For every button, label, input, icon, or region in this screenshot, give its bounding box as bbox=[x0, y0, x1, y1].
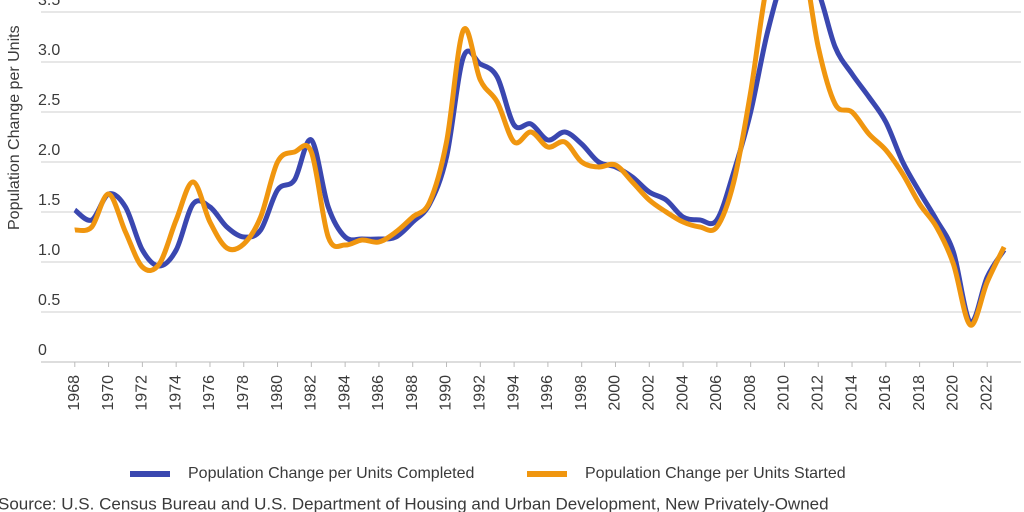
legend-label: Population Change per Units Completed bbox=[188, 465, 474, 482]
x-tick-label: 2022 bbox=[978, 375, 995, 411]
y-tick-label: 2.5 bbox=[38, 92, 60, 109]
x-tick-label: 1970 bbox=[100, 375, 117, 411]
x-tick-label: 2000 bbox=[607, 375, 624, 411]
x-tick-label: 2020 bbox=[945, 375, 962, 411]
source-note: Source: U.S. Census Bureau and U.S. Depa… bbox=[0, 494, 829, 512]
y-tick-label: 0.5 bbox=[38, 292, 60, 309]
y-tick-label: 3.5 bbox=[38, 0, 60, 9]
x-tick-label: 1996 bbox=[539, 375, 556, 411]
x-tick-label: 2008 bbox=[742, 375, 759, 411]
x-tick-label: 1974 bbox=[167, 375, 184, 411]
x-tick-label: 2012 bbox=[809, 375, 826, 411]
legend-label: Population Change per Units Started bbox=[585, 465, 846, 482]
x-tick-label: 2018 bbox=[911, 375, 928, 411]
x-tick-label: 1998 bbox=[573, 375, 590, 411]
y-tick-label: 3.0 bbox=[38, 42, 60, 59]
x-tick-label: 1976 bbox=[201, 375, 218, 411]
x-tick-label: 1982 bbox=[303, 375, 320, 411]
x-tick-label: 1984 bbox=[336, 375, 353, 411]
data-line bbox=[73, 0, 1007, 325]
x-tick-label: 1992 bbox=[472, 375, 489, 411]
x-tick-label: 2016 bbox=[877, 375, 894, 411]
y-tick-label: 1.5 bbox=[38, 192, 60, 209]
x-tick-label: 1994 bbox=[505, 375, 522, 411]
x-tick-label: 1980 bbox=[269, 375, 286, 411]
x-tick-label: 2006 bbox=[708, 375, 725, 411]
x-tick-label: 1968 bbox=[66, 375, 83, 411]
y-tick-label: 0 bbox=[38, 342, 47, 359]
y-tick-label: 1.0 bbox=[38, 242, 60, 259]
x-tick-label: 2004 bbox=[674, 375, 691, 411]
x-tick-label: 2002 bbox=[640, 375, 657, 411]
x-tick-label: 1988 bbox=[404, 375, 421, 411]
y-tick-label: 2.0 bbox=[38, 142, 60, 159]
y-axis-label: Population Change per Units bbox=[6, 25, 23, 230]
x-tick-label: 2010 bbox=[776, 375, 793, 411]
x-tick-label: 1986 bbox=[370, 375, 387, 411]
x-tick-label: 1972 bbox=[134, 375, 151, 411]
data-line bbox=[74, 0, 1007, 328]
x-tick-label: 2014 bbox=[843, 375, 860, 411]
x-tick-label: 1990 bbox=[438, 375, 455, 411]
x-tick-label: 1978 bbox=[235, 375, 252, 411]
